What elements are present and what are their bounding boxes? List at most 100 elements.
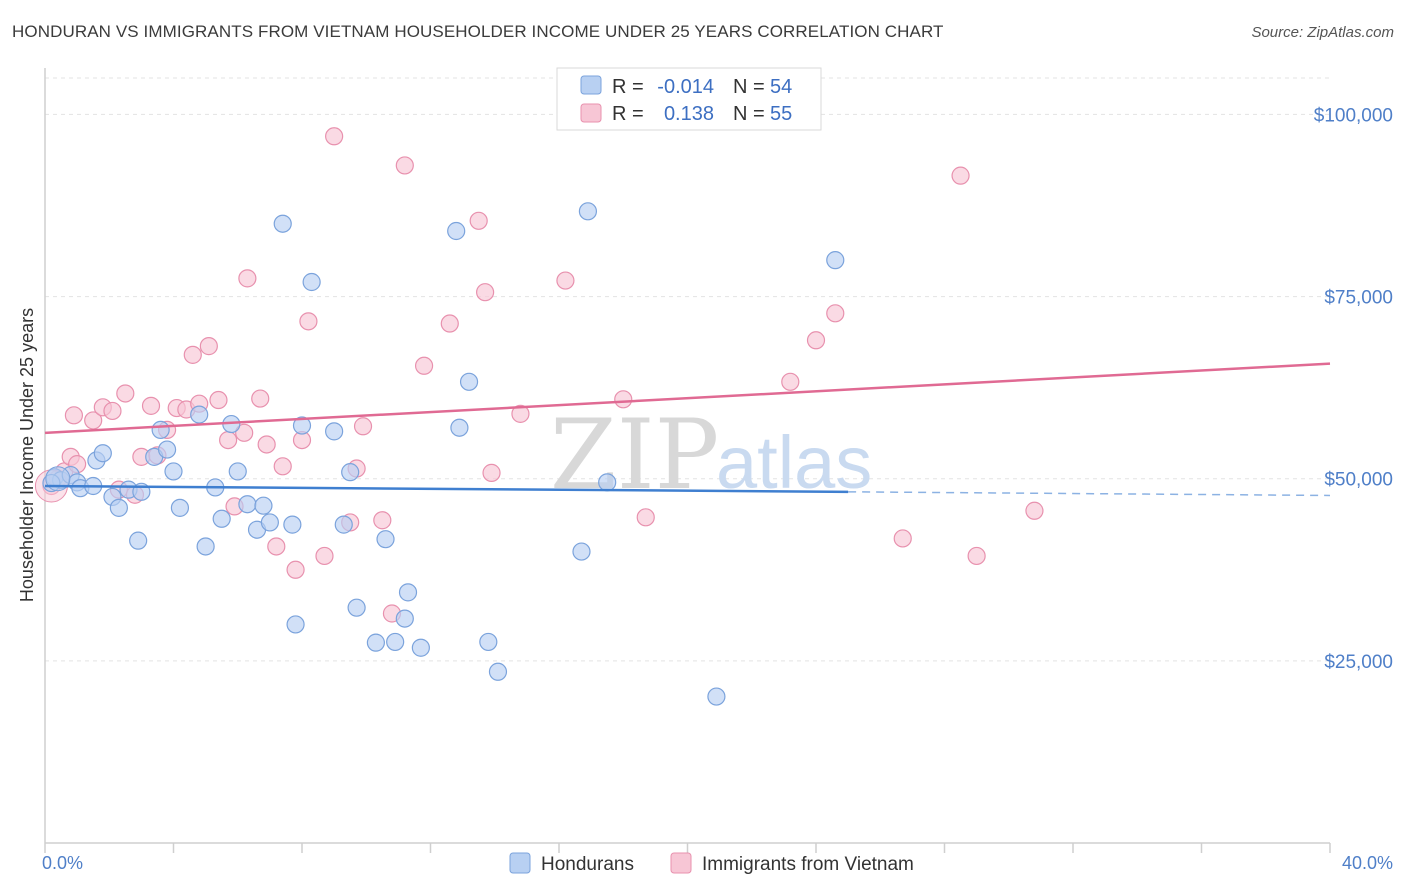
legend-swatch-blue bbox=[580, 75, 602, 95]
point-honduran bbox=[398, 583, 418, 602]
point-honduran bbox=[254, 496, 273, 515]
point-vietnam bbox=[238, 269, 257, 288]
point-vietnam bbox=[315, 546, 334, 566]
point-honduran bbox=[572, 542, 591, 561]
legend-r-label-2: R = bbox=[612, 103, 644, 125]
y-axis-label: Householder Income Under 25 years bbox=[17, 308, 37, 602]
point-honduran bbox=[598, 473, 617, 492]
source-label: Source: ZipAtlas.com bbox=[1251, 24, 1394, 41]
point-vietnam bbox=[257, 435, 276, 454]
legend-n-label-1: N = bbox=[733, 76, 765, 98]
point-vietnam bbox=[373, 511, 392, 530]
y-tick-label: $50,000 bbox=[1324, 470, 1393, 491]
point-honduran bbox=[447, 221, 466, 241]
point-vietnam bbox=[395, 156, 414, 175]
point-vietnam bbox=[273, 457, 292, 476]
series-legend: Hondurans Immigrants from Vietnam bbox=[509, 852, 914, 875]
x-ticks bbox=[44, 843, 1331, 853]
legend-label-vietnam: Immigrants from Vietnam bbox=[702, 854, 914, 875]
point-honduran bbox=[826, 251, 845, 270]
x-tick-label-max: 40.0% bbox=[1342, 853, 1393, 873]
watermark: ZIP atlas bbox=[550, 399, 872, 511]
point-honduran bbox=[190, 405, 209, 424]
point-honduran bbox=[292, 416, 312, 435]
point-vietnam bbox=[199, 337, 218, 356]
point-vietnam bbox=[267, 537, 286, 556]
point-vietnam bbox=[636, 508, 655, 527]
point-honduran bbox=[479, 632, 498, 652]
point-vietnam bbox=[64, 406, 84, 425]
point-vietnam bbox=[440, 314, 459, 333]
point-honduran bbox=[93, 444, 112, 463]
point-vietnam bbox=[235, 423, 254, 442]
point-vietnam bbox=[84, 411, 103, 430]
y-tick-label: $25,000 bbox=[1324, 652, 1393, 673]
point-honduran bbox=[170, 498, 190, 517]
point-vietnam bbox=[299, 312, 318, 331]
point-honduran bbox=[411, 638, 430, 657]
point-vietnam bbox=[967, 546, 986, 566]
legend-swatch-vietnam bbox=[670, 852, 692, 874]
series-hondurans bbox=[42, 202, 845, 706]
point-vietnam bbox=[353, 417, 373, 436]
point-vietnam bbox=[209, 390, 228, 410]
point-honduran bbox=[347, 598, 366, 617]
point-honduran bbox=[228, 462, 247, 481]
point-honduran bbox=[157, 440, 177, 459]
point-vietnam bbox=[183, 345, 202, 364]
y-tick-labels: $25,000 $50,000 $75,000 $100,000 bbox=[1314, 105, 1393, 672]
point-honduran bbox=[196, 537, 215, 556]
point-honduran bbox=[273, 214, 292, 233]
trend-line-hondurans-extension bbox=[848, 491, 1331, 497]
point-honduran bbox=[164, 462, 183, 481]
trend-line-vietnam bbox=[44, 362, 1331, 435]
legend-r-value-1: -0.014 bbox=[657, 76, 714, 98]
point-vietnam bbox=[781, 372, 800, 391]
point-vietnam bbox=[116, 384, 135, 403]
point-honduran bbox=[386, 632, 405, 652]
point-vietnam bbox=[476, 283, 495, 302]
series-immigrants-from-vietnam bbox=[34, 127, 1044, 623]
point-vietnam bbox=[219, 431, 238, 450]
point-vietnam bbox=[251, 389, 270, 408]
point-honduran bbox=[459, 372, 479, 391]
correlation-legend: R = -0.014 N = 54 R = 0.138 N = 55 bbox=[556, 67, 822, 131]
point-vietnam bbox=[141, 396, 161, 415]
legend-label-hondurans: Hondurans bbox=[541, 854, 634, 875]
point-honduran bbox=[109, 498, 128, 517]
point-honduran bbox=[325, 422, 344, 441]
point-vietnam bbox=[286, 560, 305, 579]
y-tick-label: $100,000 bbox=[1314, 105, 1393, 126]
legend-n-value-2: 55 bbox=[770, 103, 792, 125]
point-vietnam bbox=[325, 127, 344, 146]
point-vietnam bbox=[482, 463, 501, 482]
chart-title: HONDURAN VS IMMIGRANTS FROM VIETNAM HOUS… bbox=[12, 22, 944, 41]
legend-swatch-hondurans bbox=[509, 852, 531, 874]
point-honduran bbox=[129, 531, 148, 550]
point-honduran bbox=[283, 515, 302, 534]
point-vietnam bbox=[806, 331, 826, 350]
watermark-zip: ZIP bbox=[550, 399, 719, 511]
point-vietnam bbox=[951, 166, 970, 185]
point-honduran bbox=[707, 687, 726, 706]
point-honduran bbox=[488, 662, 508, 681]
point-honduran bbox=[376, 530, 395, 549]
point-vietnam bbox=[893, 529, 912, 548]
point-vietnam bbox=[103, 401, 122, 421]
point-vietnam bbox=[414, 356, 434, 375]
trend-lines bbox=[44, 362, 1331, 497]
point-vietnam bbox=[469, 211, 488, 230]
point-vietnam bbox=[826, 304, 845, 323]
point-honduran-cluster bbox=[45, 466, 71, 492]
legend-n-label-2: N = bbox=[733, 103, 765, 125]
point-honduran bbox=[450, 418, 469, 437]
point-vietnam bbox=[614, 390, 633, 409]
point-honduran bbox=[286, 615, 305, 634]
point-honduran bbox=[395, 609, 414, 628]
point-honduran bbox=[151, 420, 170, 439]
gridlines bbox=[45, 77, 1330, 662]
y-tick-label: $75,000 bbox=[1324, 288, 1393, 309]
point-honduran bbox=[341, 463, 360, 482]
point-honduran bbox=[302, 272, 321, 292]
